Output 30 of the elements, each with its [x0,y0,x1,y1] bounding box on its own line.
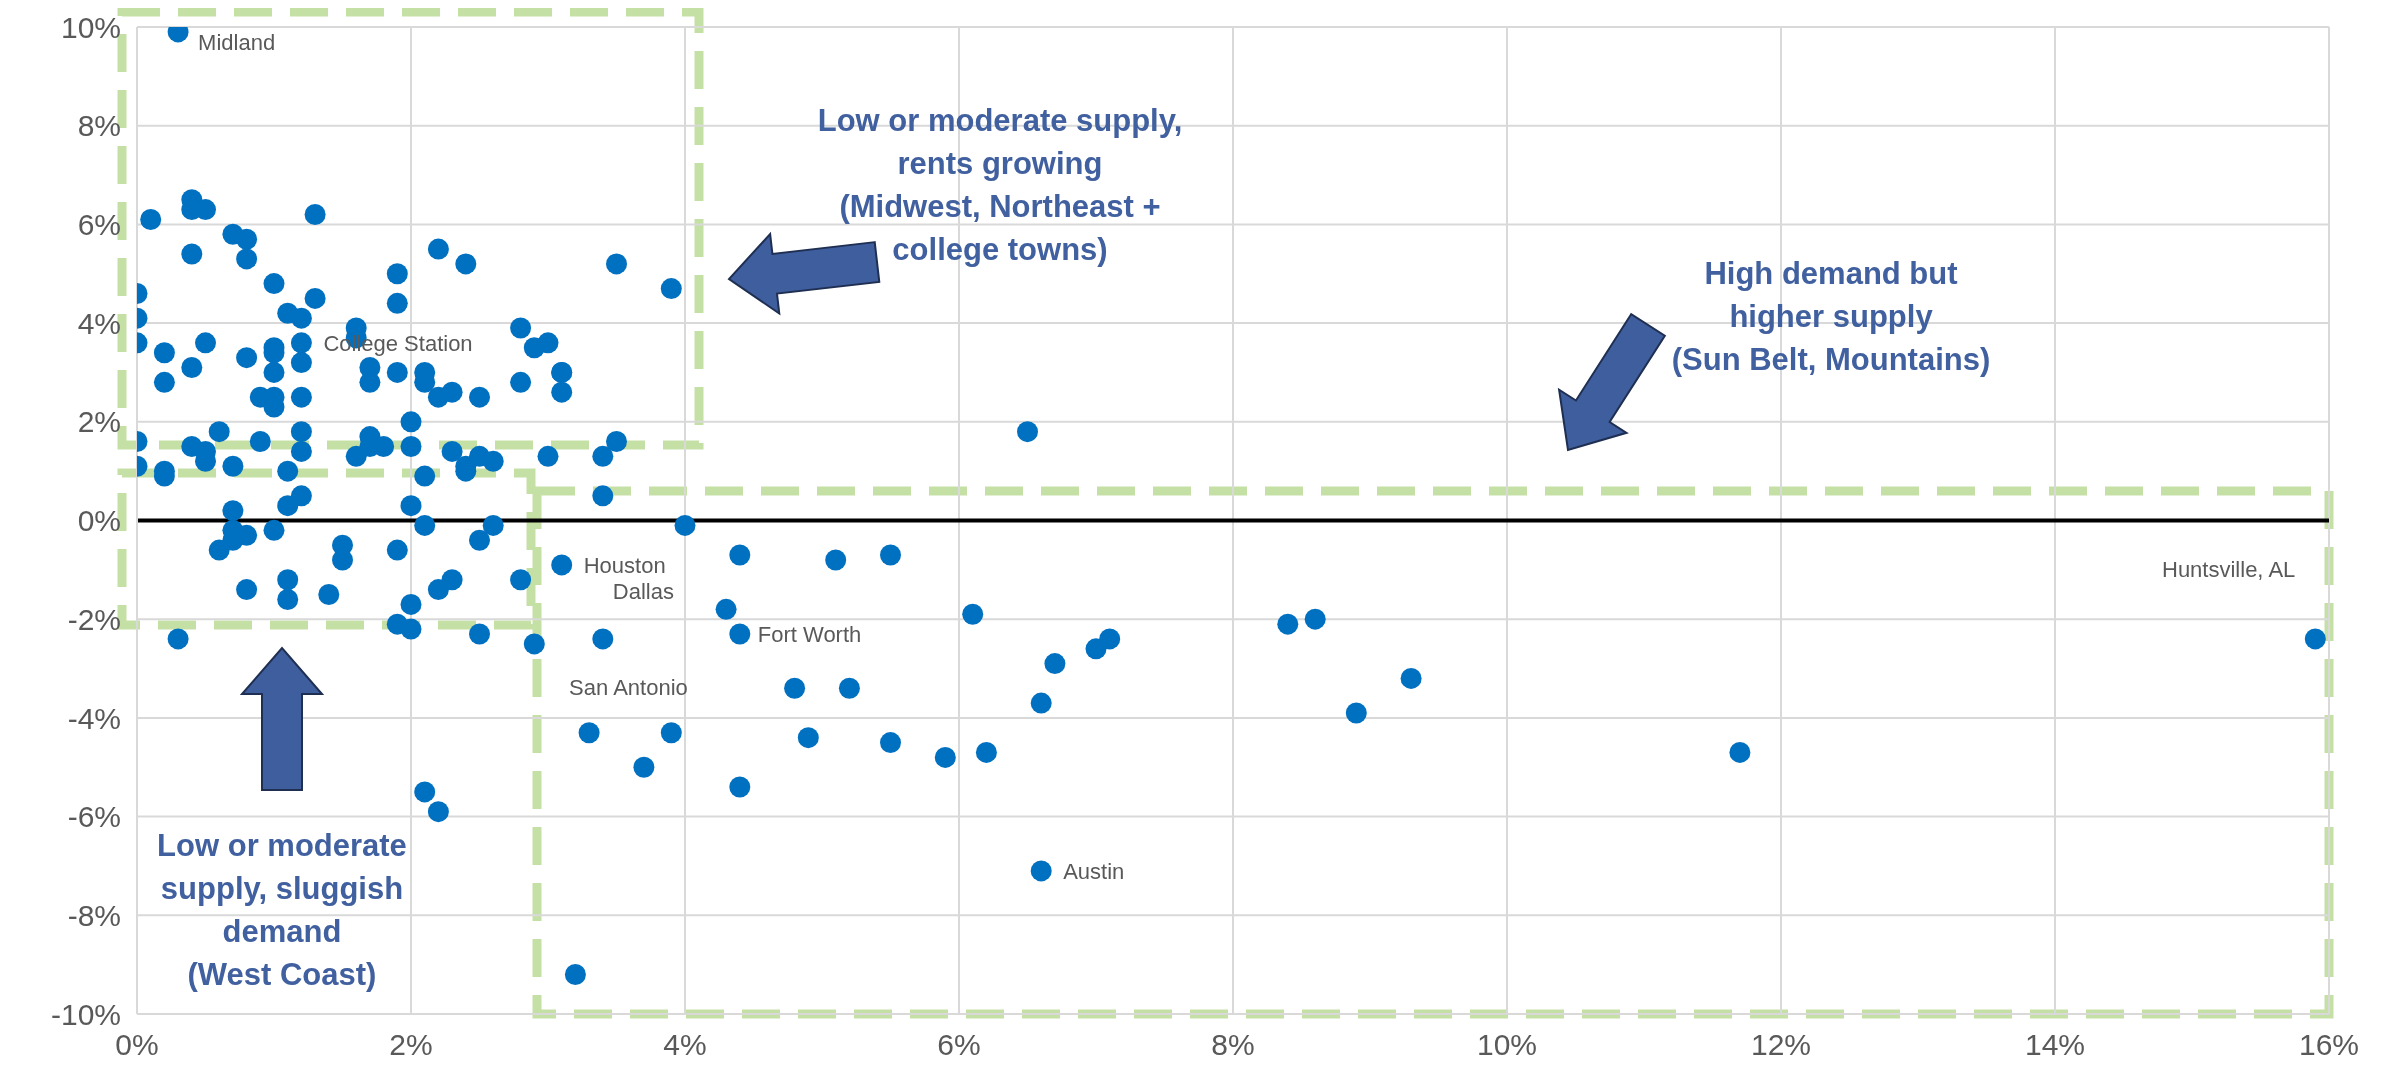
x-tick-label: 8% [1211,1028,1255,1062]
y-tick-label: 10% [60,10,121,44]
y-tick-label: -6% [67,800,121,834]
y-tick-label: -8% [67,898,121,932]
annotation: Fort Worth [757,622,862,648]
y-tick-label: 6% [77,208,121,242]
y-tick-label: -10% [50,997,121,1031]
annotation: Low or moderate supply, rents growing (Midwest, Northeast + college towns) [816,102,1184,269]
annotation: San Antonio [569,674,688,700]
annotation: Low or moderate supply, sluggish demand (West Coast) [156,827,408,994]
x-tick-label: 0% [115,1028,159,1062]
annotation: High demand but higher supply (Sun Belt, Mountains) [1670,255,1992,379]
y-tick-label: 2% [77,405,121,439]
x-tick-label: 16% [2298,1028,2360,1062]
y-tick-label: 0% [77,504,121,538]
annotation: Midland [198,29,276,55]
x-tick-label: 10% [1476,1028,1538,1062]
y-tick-label: 8% [77,109,121,143]
y-tick-label: -4% [67,701,121,735]
x-tick-label: 4% [663,1028,707,1062]
y-tick-label: 4% [77,306,121,340]
annotation: Dallas [612,578,674,604]
annotation: Austin [1063,858,1125,884]
x-tick-label: 2% [389,1028,433,1062]
x-tick-label: 14% [2024,1028,2086,1062]
annotation: Houston [583,552,666,578]
y-tick-label: -2% [67,602,121,636]
x-tick-label: 12% [1750,1028,1812,1062]
x-tick-label: 6% [937,1028,981,1062]
annotation: Huntsville, AL [2162,556,2296,582]
